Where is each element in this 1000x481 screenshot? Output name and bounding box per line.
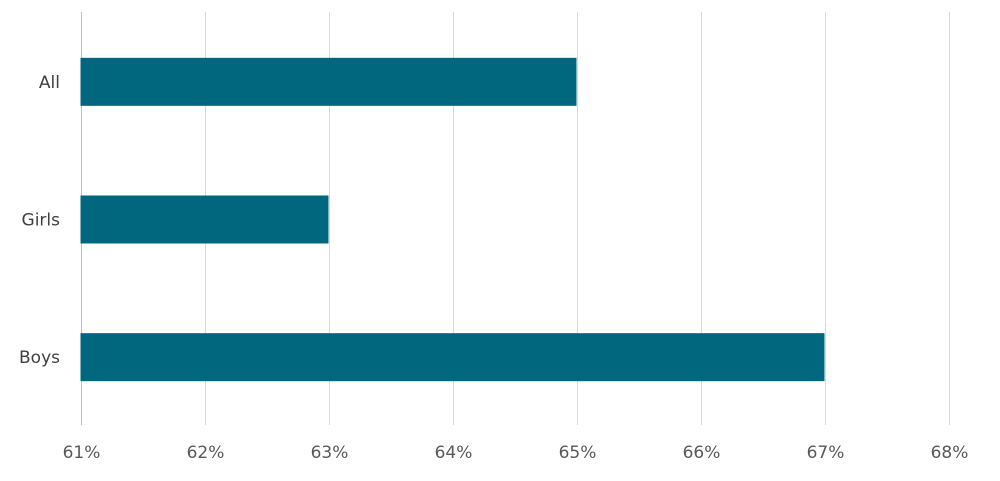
x-tick-label: 64% <box>435 443 473 463</box>
x-tick-label: 66% <box>683 443 721 463</box>
x-tick-label: 67% <box>807 443 845 463</box>
category-axis: All Girls Boys <box>19 73 60 368</box>
category-label-girls: Girls <box>22 211 61 231</box>
x-tick-label: 63% <box>311 443 349 463</box>
bars <box>80 57 825 382</box>
bar-boys <box>80 333 825 382</box>
category-label-boys: Boys <box>19 348 60 368</box>
x-tick-label: 62% <box>187 443 225 463</box>
x-tick-label: 65% <box>559 443 597 463</box>
bar-all <box>80 57 577 106</box>
bar-girls <box>80 195 329 244</box>
value-axis: 61% 62% 63% 64% 65% 66% 67% 68% <box>63 443 969 463</box>
x-tick-label: 61% <box>63 443 101 463</box>
category-label-all: All <box>39 73 60 93</box>
x-tick-label: 68% <box>931 443 969 463</box>
